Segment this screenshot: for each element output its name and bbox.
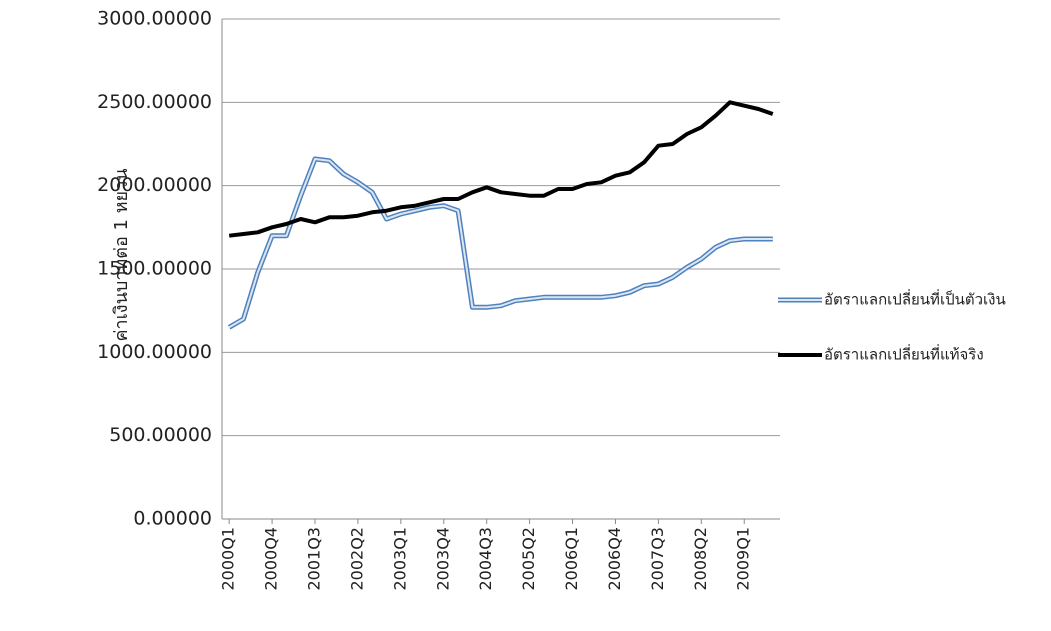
- x-tick-label: 2005Q2: [519, 527, 538, 591]
- y-tick-label: 1500.00000: [97, 258, 212, 280]
- x-tick-label: 2003Q1: [390, 527, 409, 591]
- y-tick-label: 1000.00000: [97, 341, 212, 363]
- y-tick-label: 3000.00000: [97, 8, 212, 30]
- x-tick-label: 2000Q1: [219, 527, 238, 591]
- y-tick-label: 500.00000: [109, 424, 212, 446]
- x-tick-label: 2008Q2: [691, 527, 710, 591]
- x-tick-label: 2007Q3: [648, 527, 667, 591]
- y-tick-label: 0.00000: [133, 508, 212, 530]
- x-tick-label: 2000Q4: [262, 527, 281, 591]
- series-line: [228, 100, 774, 238]
- y-tick-label: 2000.00000: [97, 174, 212, 196]
- x-tick-label: 2003Q4: [433, 527, 452, 591]
- x-tick-label: 2006Q1: [562, 527, 581, 591]
- x-tick-label: 2002Q2: [347, 527, 366, 591]
- series-line-inner: [228, 158, 773, 329]
- legend-label: อัตราแลกเปลี่ยนที่เป็นตัวเงิน: [824, 289, 1006, 309]
- series-line: [227, 156, 773, 330]
- legend-label: อัตราแลกเปลี่ยนที่แท้จริง: [824, 344, 984, 364]
- y-tick-label: 2500.00000: [97, 91, 212, 113]
- y-axis-title: ค่าเงินบาทต่อ 1 หยวน: [111, 168, 132, 341]
- x-tick-label: 2001Q3: [305, 527, 324, 591]
- x-tick-label: 2006Q4: [605, 527, 624, 591]
- x-tick-label: 2004Q3: [476, 527, 495, 591]
- x-tick-label: 2009Q1: [734, 527, 753, 591]
